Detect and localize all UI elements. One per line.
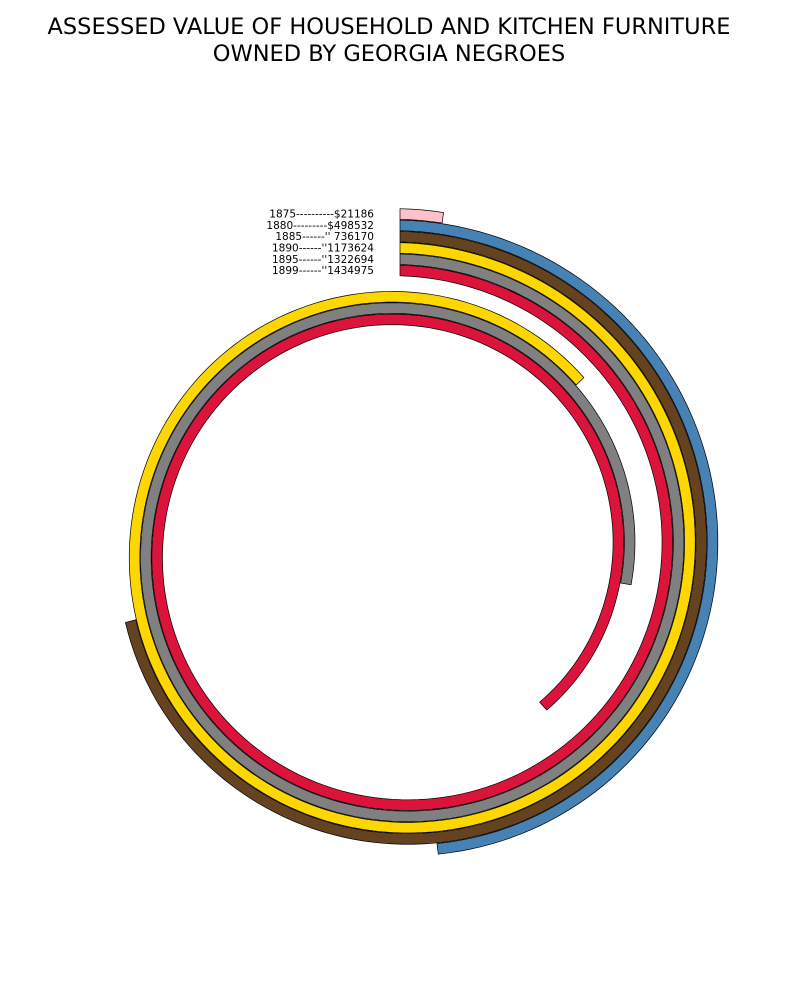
chart-title-line-1: ASSESSED VALUE OF HOUSEHOLD AND KITCHEN … [47, 14, 731, 40]
spiral-band-1880 [399, 219, 719, 855]
year-label-1875: 1875----------$21186 [269, 209, 374, 221]
spiral-series-group [125, 208, 719, 855]
year-label-1880: 1880---------$498532 [266, 220, 374, 232]
spiral-band-1885 [125, 230, 707, 845]
year-label-1885: 1885------'' 736170 [275, 231, 374, 243]
chart-title-line-2: OWNED BY GEORGIA NEGROES [212, 41, 566, 67]
chart-title: ASSESSED VALUE OF HOUSEHOLD AND KITCHEN … [0, 14, 778, 68]
spiral-band-1890 [128, 242, 696, 834]
year-label-1895: 1895------''1322694 [272, 254, 374, 266]
spiral-band-1899 [151, 264, 674, 811]
year-label-1899: 1899------''1434975 [272, 265, 374, 277]
year-labels-group: 1875----------$211861880---------$498532… [266, 209, 374, 278]
spiral-band-1875 [399, 208, 444, 224]
year-label-1890: 1890------''1173624 [272, 243, 374, 255]
spiral-band-1895 [140, 253, 685, 823]
